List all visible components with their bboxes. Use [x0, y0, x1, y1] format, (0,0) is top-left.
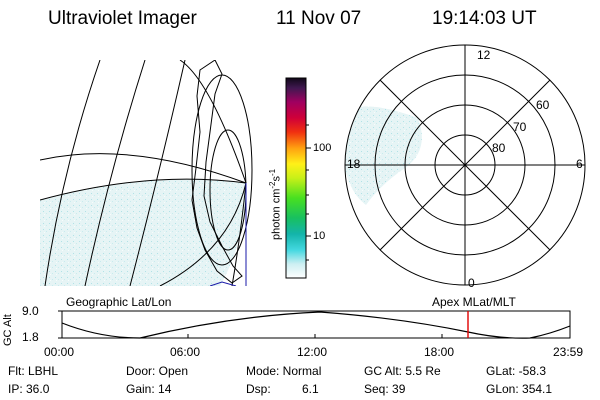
mode-readout: Mode: Normal — [246, 364, 322, 378]
polar-ring-80: 80 — [492, 141, 506, 155]
polar-label-12: 12 — [477, 48, 491, 62]
instrument-title: Ultraviolet Imager — [48, 8, 197, 29]
polar-label-6: 6 — [576, 157, 583, 171]
polar-label-0: 0 — [468, 276, 475, 290]
header-date: 11 Nov 07 — [276, 8, 362, 29]
door-readout: Door: Open — [126, 364, 189, 378]
orbit-left-title: Geographic Lat/Lon — [66, 295, 172, 309]
colorbar-tick-10: 10 — [313, 230, 326, 242]
orbit-x-tick: 00:00 — [44, 345, 75, 359]
orbit-x-tick: 12:00 — [297, 345, 328, 359]
glon-readout: GLon: 354.1 — [486, 382, 553, 396]
orbit-panel — [58, 310, 571, 339]
colorbar — [285, 77, 307, 279]
seq-readout: Seq: 39 — [364, 382, 406, 396]
geographic-map — [40, 60, 253, 286]
polar-label-18: 18 — [347, 157, 361, 171]
orbit-x-tick: 23:59 — [553, 345, 584, 359]
dsp-label: Dsp: — [246, 382, 271, 396]
orbit-ylabel: GC Alt — [2, 314, 14, 346]
gain-readout: Gain: 14 — [126, 382, 172, 396]
orbit-right-title: Apex MLat/MLT — [432, 295, 516, 309]
orbit-y-top: 9.0 — [22, 304, 39, 318]
orbit-x-tick: 06:00 — [170, 345, 201, 359]
glat-readout: GLat: -58.3 — [486, 364, 547, 378]
polar-ring-70: 70 — [513, 120, 527, 134]
colorbar-unit-label: photon cm-2s-1 — [268, 168, 283, 240]
orbit-y-bottom: 1.8 — [22, 330, 39, 344]
polar-dial — [344, 44, 586, 286]
dsp-value: 6.1 — [302, 382, 319, 396]
filter-readout: Flt: LBHL — [8, 364, 59, 378]
orbit-x-tick: 18:00 — [424, 345, 455, 359]
gc-alt-readout: GC Alt: 5.5 Re — [364, 364, 441, 378]
polar-ring-60: 60 — [536, 98, 550, 112]
colorbar-tick-100: 100 — [313, 142, 332, 154]
ip-readout: IP: 36.0 — [8, 382, 50, 396]
header-time: 19:14:03 UT — [432, 8, 537, 29]
